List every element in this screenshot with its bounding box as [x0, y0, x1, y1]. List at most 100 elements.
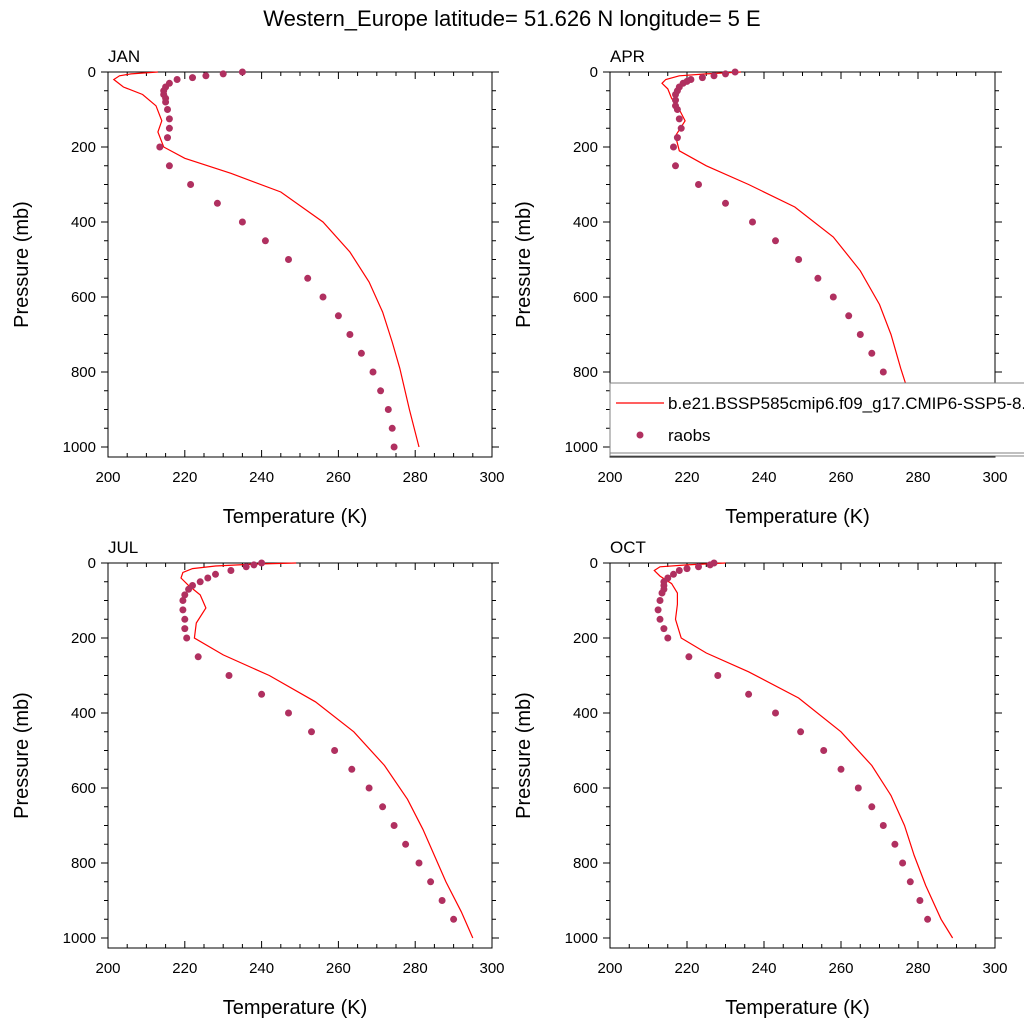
- raobs-point: [165, 162, 173, 170]
- raobs-point: [654, 606, 662, 614]
- panel-jan: JAN 200 220 240 260 280 300 0 200 400 600 800 1000 Te…: [11, 47, 505, 528]
- raobs-point: [673, 106, 681, 113]
- y-axis-label: Pressure (mb): [513, 692, 535, 819]
- raobs-point: [670, 570, 677, 578]
- raobs-point: [196, 578, 204, 586]
- x-tick-label: 240: [249, 469, 274, 486]
- figure-title: Western_Europe latitude= 51.626 N longit…: [263, 6, 760, 31]
- raobs-point: [722, 70, 729, 78]
- raobs-point: [225, 672, 233, 679]
- x-tick-label: 260: [828, 960, 853, 977]
- raobs-point: [308, 728, 315, 736]
- raobs-point: [415, 859, 423, 867]
- raobs-point: [388, 424, 396, 432]
- raobs-point: [772, 237, 779, 245]
- raobs-point: [213, 199, 221, 207]
- raobs-point: [924, 915, 932, 923]
- raobs-point: [710, 72, 718, 80]
- raobs-point: [673, 134, 681, 142]
- raobs-point: [916, 897, 924, 904]
- x-tick-label: 200: [597, 960, 622, 977]
- raobs-point: [212, 570, 219, 578]
- raobs-point: [390, 443, 398, 451]
- raobs-point: [829, 293, 837, 301]
- raobs-point: [304, 274, 312, 282]
- legend-label-model: b.e21.BSSP585cmip6.f09_g17.CMIP6-SSP5-8.…: [668, 394, 1024, 413]
- raobs-point: [181, 591, 189, 599]
- raobs-point: [183, 634, 191, 642]
- raobs-point: [698, 74, 706, 82]
- x-tick-label: 200: [95, 960, 120, 977]
- raobs-point: [891, 840, 899, 848]
- panel-title: JAN: [108, 47, 140, 66]
- y-tick-label: 200: [573, 139, 598, 156]
- model-profile-line: [653, 562, 954, 939]
- plot-frame: [107, 71, 493, 458]
- x-tick-label: 200: [95, 469, 120, 486]
- raobs-point: [672, 162, 679, 170]
- raobs-point: [427, 878, 435, 886]
- y-tick-label: 200: [71, 139, 96, 156]
- x-tick-label: 240: [751, 960, 776, 977]
- raobs-point: [227, 567, 235, 574]
- raobs-point: [706, 561, 714, 569]
- raobs-point: [695, 563, 702, 571]
- panel-title: OCT: [610, 538, 646, 557]
- raobs-point: [658, 589, 666, 597]
- y-tick-label: 400: [71, 214, 96, 231]
- model-profile-line: [180, 562, 474, 939]
- raobs-point: [845, 312, 853, 320]
- x-tick-label: 220: [172, 960, 197, 977]
- raobs-point: [348, 765, 356, 773]
- y-axis-label: Pressure (mb): [513, 201, 535, 328]
- raobs-point: [357, 349, 365, 357]
- raobs-point: [745, 690, 753, 698]
- y-tick-label: 200: [573, 630, 598, 647]
- raobs-point: [402, 840, 410, 848]
- raobs-point: [749, 218, 756, 226]
- raobs-point: [379, 803, 387, 811]
- raobs-point: [677, 124, 685, 132]
- raobs-point: [165, 115, 173, 123]
- panel-title: APR: [610, 47, 645, 66]
- panel-jul: JUL 200 220 240 260 280 300 0 200 400 600 800 1000 Te…: [11, 538, 505, 1019]
- y-tick-label: 800: [573, 855, 598, 872]
- x-tick-label: 280: [905, 960, 930, 977]
- y-axis-label: Pressure (mb): [11, 201, 33, 328]
- raobs-point: [899, 859, 907, 867]
- legend-box: [609, 382, 1024, 457]
- model-profile-line: [112, 71, 420, 448]
- raobs-point: [868, 803, 876, 811]
- raobs-point: [162, 98, 170, 106]
- raobs-point: [837, 765, 845, 773]
- raobs-point: [156, 143, 164, 151]
- x-tick-label: 260: [828, 469, 853, 486]
- panel-oct: OCT 200 220 240 260 280 300 0 200 400 600 800 1000 Te…: [513, 538, 1008, 1019]
- x-tick-label: 220: [674, 469, 699, 486]
- raobs-point: [731, 68, 739, 76]
- raobs-point: [664, 634, 672, 642]
- raobs-point: [772, 709, 779, 717]
- raobs-point: [179, 597, 187, 604]
- raobs-point: [879, 368, 887, 376]
- raobs-point: [285, 709, 292, 717]
- y-tick-label: 0: [88, 64, 96, 81]
- y-tick-label: 600: [573, 289, 598, 306]
- x-tick-label: 240: [751, 469, 776, 486]
- raobs-point: [856, 331, 864, 338]
- y-tick-label: 600: [71, 780, 96, 797]
- raobs-point: [438, 897, 446, 904]
- y-tick-label: 1000: [565, 930, 598, 947]
- model-profile-line: [661, 71, 938, 448]
- x-tick-label: 300: [479, 469, 504, 486]
- x-axis-label: Temperature (K): [223, 506, 368, 528]
- y-tick-label: 0: [88, 555, 96, 572]
- raobs-point: [219, 70, 227, 78]
- raobs-point: [164, 134, 171, 142]
- raobs-point: [319, 293, 327, 301]
- raobs-point: [868, 349, 876, 357]
- raobs-point: [797, 728, 805, 736]
- raobs-point: [334, 312, 342, 320]
- x-tick-label: 260: [326, 469, 351, 486]
